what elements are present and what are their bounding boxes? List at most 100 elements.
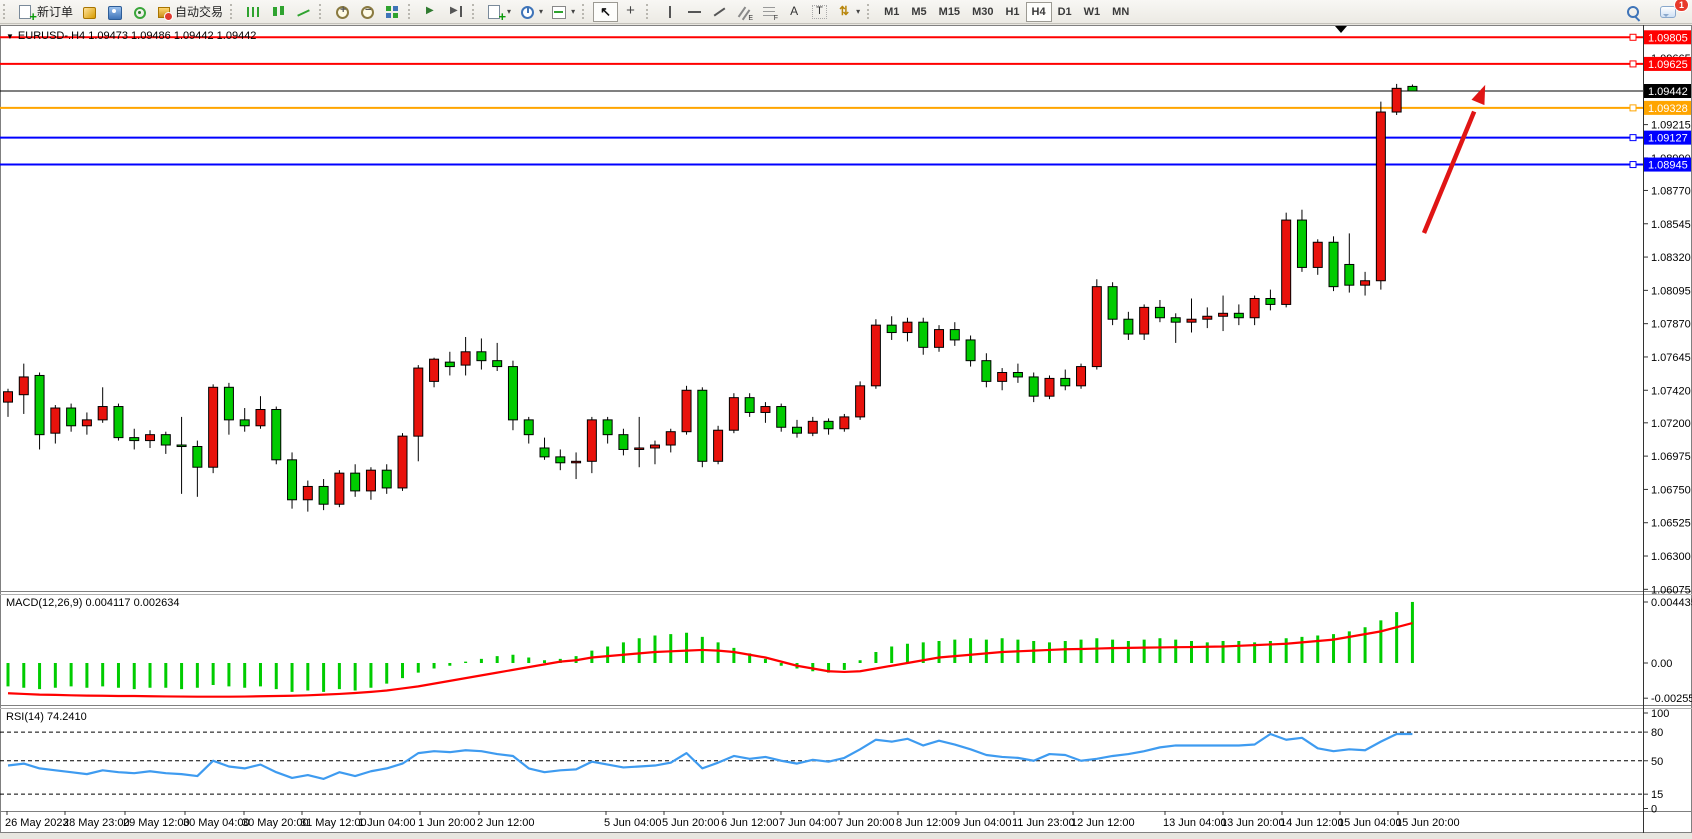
- chevron-down-icon[interactable]: ▾: [571, 7, 576, 16]
- trend-arrow-shaft[interactable]: [1421, 110, 1477, 234]
- chevron-down-icon[interactable]: ▾: [856, 7, 861, 16]
- macd-histogram-bar: [811, 663, 815, 672]
- autotrade-icon: [156, 4, 174, 21]
- time-label: 14 Jun 12:00: [1280, 817, 1344, 829]
- time-label: 15 Jun 20:00: [1396, 817, 1460, 829]
- macd-histogram-bar: [685, 632, 689, 663]
- macd-histogram-bar: [464, 661, 468, 663]
- candle: [1407, 85, 1418, 92]
- bid-price-line-price-tag-text: 1.09442: [1648, 86, 1688, 98]
- period-button[interactable]: ▾: [515, 2, 547, 22]
- chevron-down-icon[interactable]: ▾: [539, 7, 544, 16]
- timeframe-m5[interactable]: M5: [905, 2, 932, 22]
- arrows-tool[interactable]: ▾: [832, 2, 864, 22]
- macd-histogram-bar: [637, 638, 641, 663]
- macd-histogram-bar: [369, 663, 373, 688]
- macd-histogram-bar: [1047, 642, 1051, 663]
- candle: [776, 406, 787, 428]
- trendline-icon: [711, 4, 728, 20]
- macd-tick-label: 0.004435: [1651, 597, 1692, 609]
- new-chart-button[interactable]: ▾: [483, 2, 515, 24]
- time-label: 5 Jun 04:00: [604, 817, 662, 829]
- macd-histogram-bar: [432, 663, 436, 669]
- resistance-line-2-handle[interactable]: [1629, 60, 1637, 68]
- timeframe-d1[interactable]: D1: [1052, 2, 1078, 22]
- zoom-out-button[interactable]: [355, 2, 380, 22]
- cube-icon: [81, 4, 98, 20]
- timeframe-h1[interactable]: H1: [999, 2, 1025, 22]
- macd-histogram-bar: [748, 653, 752, 663]
- timeframe-label: W1: [1083, 5, 1101, 18]
- auto-trading-button[interactable]: 自动交易: [152, 2, 227, 22]
- search-button[interactable]: [1620, 2, 1645, 22]
- support-line-1-handle[interactable]: [1629, 134, 1637, 142]
- macd-histogram-bar: [1205, 642, 1209, 663]
- market-watch-button[interactable]: [77, 2, 102, 22]
- macd-histogram-bar: [511, 654, 515, 663]
- text-label-tool[interactable]: [807, 2, 832, 22]
- orange-level-line-handle[interactable]: [1629, 104, 1637, 112]
- timeframe-mn[interactable]: MN: [1106, 2, 1135, 22]
- trend-arrow-head[interactable]: [1471, 82, 1491, 106]
- crosshair-tool-button[interactable]: [618, 2, 643, 22]
- candle: [302, 485, 313, 501]
- candle: [81, 419, 92, 427]
- macd-histogram-bar: [1379, 620, 1383, 663]
- rsi-tick-label: 80: [1651, 727, 1663, 739]
- trendline-tool[interactable]: [707, 2, 732, 22]
- new-order-button[interactable]: 新订单: [14, 2, 77, 24]
- timeframe-label: M1: [884, 5, 900, 18]
- candle: [1170, 317, 1181, 323]
- resistance-line-1-handle[interactable]: [1629, 33, 1637, 41]
- candle: [1265, 298, 1276, 305]
- rsi-tick-label: 100: [1651, 708, 1669, 720]
- candle: [255, 409, 266, 427]
- chart-collapse-icon[interactable]: ▼: [6, 31, 14, 41]
- time-label: 13 Jun 04:00: [1163, 817, 1227, 829]
- text-tool[interactable]: [782, 2, 807, 22]
- candle: [1139, 306, 1150, 335]
- candle: [713, 429, 724, 462]
- candle-chart-button[interactable]: [266, 2, 291, 22]
- bar-chart-button[interactable]: [241, 2, 266, 22]
- channel-tool[interactable]: [732, 2, 757, 22]
- chart-shift-button[interactable]: [444, 2, 469, 22]
- signals-button[interactable]: [127, 2, 152, 22]
- chevron-down-icon[interactable]: ▾: [507, 7, 512, 16]
- price-tick-label: 1.06975: [1651, 451, 1691, 463]
- candle: [34, 374, 45, 436]
- candle: [870, 324, 881, 387]
- vertical-line-tool[interactable]: [657, 2, 682, 22]
- timeframe-m30[interactable]: M30: [966, 2, 999, 22]
- horizontal-line-tool[interactable]: [682, 2, 707, 22]
- candle: [1249, 298, 1260, 319]
- time-label: 6 Jun 12:00: [721, 817, 779, 829]
- macd-histogram-bar: [890, 646, 894, 663]
- line-chart-button[interactable]: [291, 2, 316, 22]
- navigator-button[interactable]: [102, 2, 127, 22]
- candle: [665, 431, 676, 446]
- cursor-icon: [597, 4, 614, 20]
- macd-histogram-bar: [258, 663, 262, 687]
- chat-button[interactable]: 1: [1655, 0, 1689, 22]
- zoom-in-button[interactable]: [330, 2, 355, 22]
- support-line-2-handle[interactable]: [1629, 161, 1637, 169]
- fibonacci-tool[interactable]: [757, 2, 782, 22]
- timeframe-h4[interactable]: H4: [1025, 1, 1052, 22]
- candle: [413, 367, 424, 437]
- tile-windows-button[interactable]: [380, 2, 405, 22]
- candle: [397, 435, 408, 489]
- timeframe-m1[interactable]: M1: [878, 2, 905, 22]
- timeframe-w1[interactable]: W1: [1078, 2, 1107, 22]
- macd-histogram-bar: [116, 663, 120, 688]
- auto-scroll-button[interactable]: [419, 2, 444, 22]
- macd-histogram-bar: [22, 663, 26, 688]
- timeframe-m15[interactable]: M15: [933, 2, 966, 22]
- cursor-tool-button[interactable]: [593, 1, 619, 22]
- hline-icon: [686, 4, 703, 20]
- template-button[interactable]: ▾: [547, 2, 579, 22]
- candle: [145, 434, 156, 442]
- time-label: 15 Jun 04:00: [1338, 817, 1402, 829]
- support-line-1-price-tag: [1644, 130, 1691, 145]
